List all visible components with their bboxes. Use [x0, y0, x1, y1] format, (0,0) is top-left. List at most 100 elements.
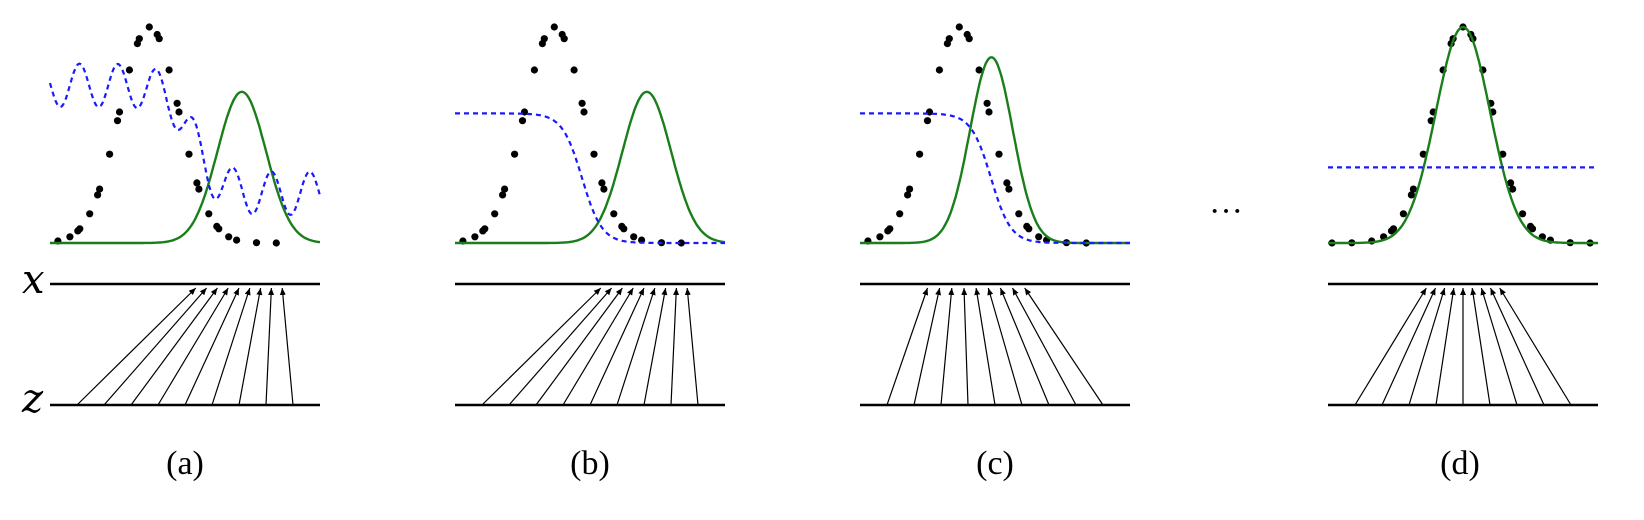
data-point [1005, 185, 1013, 193]
data-point [471, 233, 479, 241]
data-point [125, 66, 133, 74]
ellipsis: ··· [1209, 193, 1243, 230]
generator-distribution-curve [455, 90, 726, 245]
mapping-arrow [157, 287, 229, 406]
data-point [205, 210, 213, 218]
mapping-arrow [1024, 287, 1104, 406]
mapping-arrow [265, 287, 275, 406]
mapping-arrow [913, 287, 942, 406]
mapping-arrow [886, 287, 929, 406]
data-point [106, 150, 114, 158]
caption-b: (b) [570, 445, 610, 482]
data-point [598, 179, 606, 187]
data-point [86, 210, 94, 218]
mapping-arrow [184, 287, 240, 406]
discriminator-curve [48, 62, 322, 217]
data-point [955, 23, 963, 31]
mapping-arrow [670, 287, 680, 406]
panel-d [1328, 23, 1598, 407]
mapping-arrow [589, 287, 645, 406]
caption-a: (a) [166, 445, 204, 482]
mapping-arrow [279, 287, 294, 406]
mapping-arrow [940, 287, 955, 406]
mapping-arrow [1354, 287, 1427, 406]
panel-c [860, 23, 1130, 407]
data-point [175, 108, 183, 116]
x-axis-label: x [22, 257, 45, 303]
data-point [540, 35, 548, 43]
mapping-arrow [1499, 287, 1572, 406]
data-point [233, 236, 241, 244]
mapping-arrow [1381, 287, 1437, 406]
mapping-arrow [1408, 287, 1446, 406]
data-point [225, 233, 233, 241]
data-point [173, 99, 181, 107]
generator-distribution-curve [1328, 25, 1598, 245]
data-point [1409, 185, 1417, 193]
data-point [510, 150, 519, 158]
mapping-arrow [535, 287, 623, 406]
data-point [272, 239, 280, 247]
data-point [1035, 233, 1043, 241]
data-point [1025, 225, 1033, 233]
mapping-arrow [1470, 287, 1491, 406]
data-point [115, 108, 124, 116]
mapping-arrow [1489, 287, 1545, 406]
data-point [499, 191, 507, 199]
data-point [501, 185, 509, 193]
data-point [945, 35, 953, 43]
data-point [1003, 179, 1011, 187]
data-point [530, 66, 539, 74]
data-point [610, 210, 618, 218]
data-point [195, 185, 203, 193]
mapping-arrow [76, 287, 197, 406]
data-point [580, 108, 588, 116]
mapping-arrow [1435, 287, 1456, 406]
discriminator-curve [455, 112, 725, 245]
data-point [185, 150, 193, 158]
mapping-arrow [103, 287, 208, 406]
data-point [570, 66, 578, 74]
data-point [481, 225, 489, 233]
mapping-arrow [684, 287, 699, 406]
data-point [1015, 210, 1023, 218]
data-point [155, 35, 163, 43]
mapping-arrow [643, 287, 668, 406]
data-point [620, 225, 628, 233]
generator-distribution-curve [50, 90, 321, 245]
mapping-arrow [999, 287, 1050, 406]
panel-b [455, 23, 726, 407]
data-point [165, 66, 173, 74]
data-point [193, 179, 201, 187]
data-point [518, 117, 527, 125]
data-point [983, 99, 991, 107]
data-point [113, 117, 122, 125]
data-point [886, 225, 894, 233]
data-point [975, 66, 983, 74]
data-point [560, 35, 568, 43]
data-point [550, 23, 558, 31]
panel-a [48, 23, 322, 407]
data-point [1389, 225, 1398, 233]
data-point [906, 185, 914, 193]
mapping-arrow [508, 287, 613, 406]
mapping-arrow [1480, 287, 1518, 406]
caption-c: (c) [976, 445, 1014, 482]
data-point [215, 225, 223, 233]
data-point [904, 191, 912, 199]
data-point [491, 210, 499, 218]
data-point [896, 210, 904, 218]
data-point [985, 108, 993, 116]
data-point [66, 233, 74, 241]
data-point [1407, 191, 1415, 199]
data-point [965, 35, 973, 43]
data-point [1519, 210, 1527, 218]
mapping-arrow [238, 287, 263, 406]
mapping-arrow [961, 287, 969, 406]
data-point [923, 117, 932, 125]
data-point [630, 233, 638, 241]
data-point [76, 225, 84, 233]
data-point [578, 99, 586, 107]
data-point [145, 23, 153, 31]
data-point [590, 150, 598, 158]
